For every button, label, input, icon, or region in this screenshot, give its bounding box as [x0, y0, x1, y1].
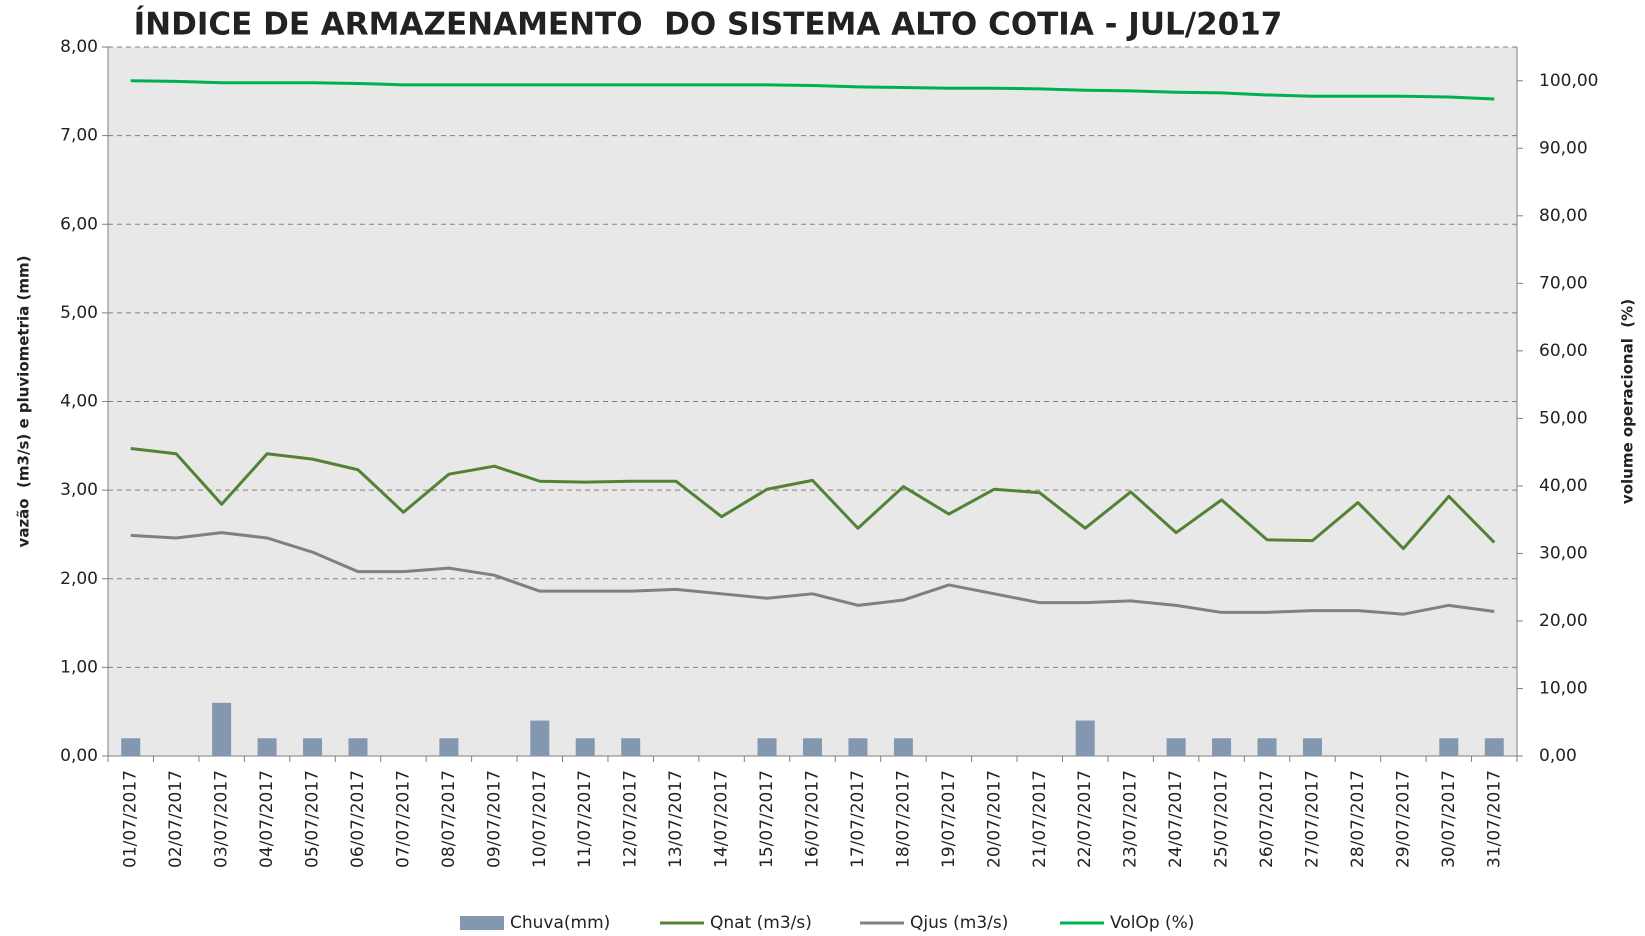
y2-tick-label: 70,00	[1539, 273, 1588, 293]
bar	[348, 738, 368, 756]
bar	[1484, 738, 1504, 756]
y2-tick-label: 10,00	[1539, 678, 1588, 698]
x-tick-label: 18/07/2017	[893, 770, 913, 868]
x-tick-label: 27/07/2017	[1302, 770, 1322, 868]
bar	[1257, 738, 1277, 756]
y-tick-label: 3,00	[60, 480, 98, 500]
bar	[575, 738, 595, 756]
legend-swatch	[460, 916, 504, 930]
x-tick-label: 21/07/2017	[1030, 770, 1050, 868]
bar	[121, 738, 141, 756]
bar	[803, 738, 822, 756]
y2-axis-title: volume operacional (%)	[1619, 299, 1637, 504]
legend-label: Qjus (m3/s)	[910, 913, 1008, 933]
x-tick-label: 14/07/2017	[712, 770, 732, 868]
x-tick-label: 25/07/2017	[1212, 770, 1232, 868]
legend-label: Qnat (m3/s)	[710, 913, 812, 933]
x-tick-label: 17/07/2017	[848, 770, 868, 868]
y-axis-title: vazão (m3/s) e pluviometria (mm)	[15, 256, 33, 548]
bar	[439, 738, 459, 756]
y-tick-label: 1,00	[60, 657, 98, 677]
bar	[530, 720, 550, 756]
line	[130, 531, 1495, 616]
y2-tick-label: 40,00	[1539, 476, 1588, 496]
y2-tick-label: 60,00	[1539, 341, 1588, 361]
y-tick-label: 6,00	[60, 214, 98, 234]
line	[130, 446, 1496, 551]
bar	[848, 738, 868, 756]
bar	[893, 738, 913, 756]
x-tick-label: 22/07/2017	[1075, 770, 1095, 868]
bar	[1166, 738, 1186, 756]
x-tick-label: 05/07/2017	[303, 770, 323, 868]
bar	[757, 738, 777, 756]
x-tick-label: 07/07/2017	[393, 770, 413, 868]
y-tick-label: 4,00	[60, 392, 98, 412]
y-tick-label: 8,00	[60, 37, 98, 57]
bar	[257, 738, 277, 756]
x-tick-label: 02/07/2017	[166, 770, 186, 868]
x-tick-label: 12/07/2017	[621, 770, 641, 868]
legend-label: Chuva(mm)	[510, 913, 610, 933]
x-tick-label: 08/07/2017	[439, 770, 459, 868]
x-tick-label: 03/07/2017	[212, 770, 232, 868]
x-tick-label: 09/07/2017	[484, 770, 504, 868]
bar	[212, 702, 232, 756]
legend-label: VolOp (%)	[1110, 913, 1194, 933]
x-tick-label: 04/07/2017	[257, 770, 277, 868]
bar	[1302, 738, 1322, 756]
x-tick-label: 11/07/2017	[575, 770, 595, 868]
x-tick-label: 13/07/2017	[666, 770, 686, 868]
x-tick-label: 30/07/2017	[1439, 770, 1459, 868]
x-tick-label: 16/07/2017	[803, 770, 823, 868]
bar	[1439, 738, 1459, 756]
line	[130, 79, 1495, 101]
y2-tick-label: 50,00	[1539, 408, 1588, 428]
bar	[621, 738, 641, 756]
y-tick-label: 5,00	[60, 303, 98, 323]
bar	[303, 738, 323, 756]
x-tick-label: 26/07/2017	[1257, 770, 1277, 868]
y2-tick-label: 90,00	[1539, 138, 1588, 158]
x-tick-label: 29/07/2017	[1393, 770, 1413, 868]
chart-title: ÍNDICE DE ARMAZENAMENTO DO SISTEMA ALTO …	[134, 7, 1283, 43]
x-tick-label: 28/07/2017	[1348, 770, 1368, 868]
x-tick-label: 01/07/2017	[121, 770, 141, 868]
y-tick-label: 2,00	[60, 569, 98, 589]
y2-tick-label: 100,00	[1539, 71, 1598, 91]
y2-tick-label: 0,00	[1539, 746, 1577, 766]
y2-tick-label: 20,00	[1539, 611, 1588, 631]
x-tick-label: 23/07/2017	[1121, 770, 1141, 868]
bar	[1075, 720, 1095, 756]
x-tick-label: 20/07/2017	[984, 770, 1004, 868]
x-tick-label: 10/07/2017	[530, 770, 550, 868]
x-tick-label: 31/07/2017	[1484, 770, 1504, 868]
y2-tick-label: 80,00	[1539, 206, 1588, 226]
x-tick-label: 19/07/2017	[939, 770, 959, 868]
y2-tick-label: 30,00	[1539, 543, 1588, 563]
y-tick-label: 7,00	[60, 126, 98, 146]
y-tick-label: 0,00	[60, 746, 98, 766]
bar	[1212, 738, 1232, 756]
x-tick-label: 06/07/2017	[348, 770, 368, 868]
x-tick-label: 15/07/2017	[757, 770, 777, 868]
x-tick-label: 24/07/2017	[1166, 770, 1186, 868]
